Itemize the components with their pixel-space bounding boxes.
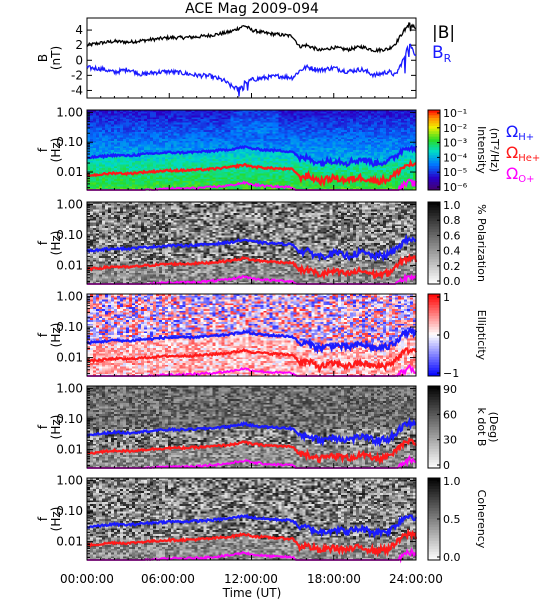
colorbar-tick-label: 10⁻¹ bbox=[443, 107, 467, 120]
colorbar-tick-label: 10⁻³ bbox=[443, 137, 467, 150]
spectrogram bbox=[87, 110, 416, 190]
intensity-panel: 1.000.100.01f (Hz)10⁻¹10⁻²10⁻³10⁻⁴10⁻⁵10⁻… bbox=[36, 105, 540, 194]
colorbar-tick-label: 10⁻⁴ bbox=[443, 151, 468, 164]
colorbar-tick-label: 10⁻⁵ bbox=[443, 166, 467, 179]
b-field-panel: 420-2-4 B (nT) |B|BR bbox=[36, 18, 455, 98]
y-tick-label: 2 bbox=[75, 38, 83, 52]
colorbar-tick-label: 10⁻² bbox=[443, 122, 467, 135]
y-axis-unit: (Hz) bbox=[49, 138, 63, 163]
legend-b-magnitude: |B| bbox=[432, 23, 455, 43]
figure-title: ACE Mag 2009-094 bbox=[185, 1, 319, 17]
y-tick-label: 4 bbox=[75, 23, 83, 37]
panels: 420-2-4B (nT)|B|BR1.000.100.01f (Hz)10⁻¹10… bbox=[36, 18, 540, 564]
y-tick-label: 0.01 bbox=[56, 165, 83, 179]
y-tick-label: 0 bbox=[75, 53, 83, 67]
y-tick-label: 1.00 bbox=[56, 105, 83, 119]
y-axis-label: f bbox=[36, 147, 50, 152]
y-tick-label: -2 bbox=[71, 68, 83, 82]
y-tick-label: -4 bbox=[71, 83, 83, 97]
y-axis-label: B bbox=[36, 54, 50, 62]
legend-subscript: R bbox=[444, 52, 452, 65]
legend-b-radial: BR bbox=[432, 43, 452, 65]
y-axis-unit: (nT) bbox=[49, 46, 63, 70]
colorbar: 10⁻¹10⁻²10⁻³10⁻⁴10⁻⁵10⁻⁶Intensity (nT²/Hz… bbox=[428, 107, 501, 194]
